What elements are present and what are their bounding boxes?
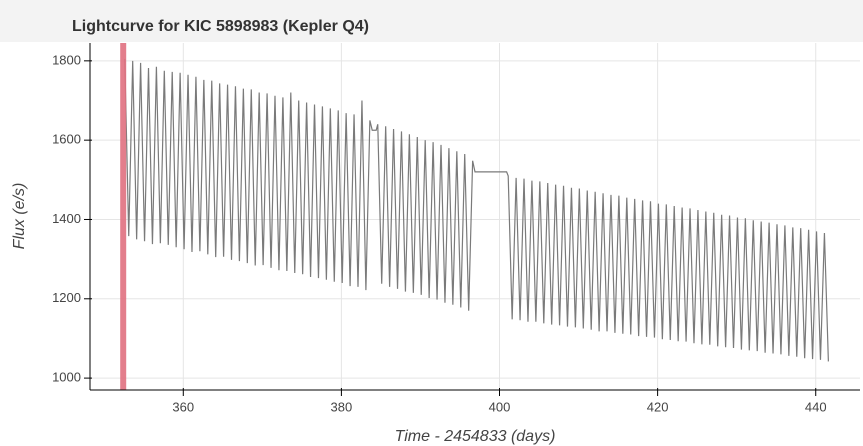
x-tick-label: 440 bbox=[805, 399, 827, 414]
x-tick-label: 400 bbox=[489, 399, 511, 414]
x-axis-label: Time - 2454833 (days) bbox=[395, 428, 556, 445]
y-axis-label: Flux (e/s) bbox=[11, 183, 28, 250]
y-tick-label: 1000 bbox=[52, 370, 81, 385]
y-tick-label: 1800 bbox=[52, 52, 81, 67]
chart-title: Lightcurve for KIC 5898983 (Kepler Q4) bbox=[72, 18, 369, 35]
flux-line bbox=[124, 58, 829, 362]
y-tick-label: 1200 bbox=[52, 290, 81, 305]
x-tick-label: 360 bbox=[172, 399, 194, 414]
x-tick-label: 380 bbox=[331, 399, 353, 414]
y-tick-label: 1400 bbox=[52, 211, 81, 226]
x-tick-label: 420 bbox=[647, 399, 669, 414]
y-tick-label: 1600 bbox=[52, 132, 81, 147]
title-band bbox=[0, 0, 863, 42]
